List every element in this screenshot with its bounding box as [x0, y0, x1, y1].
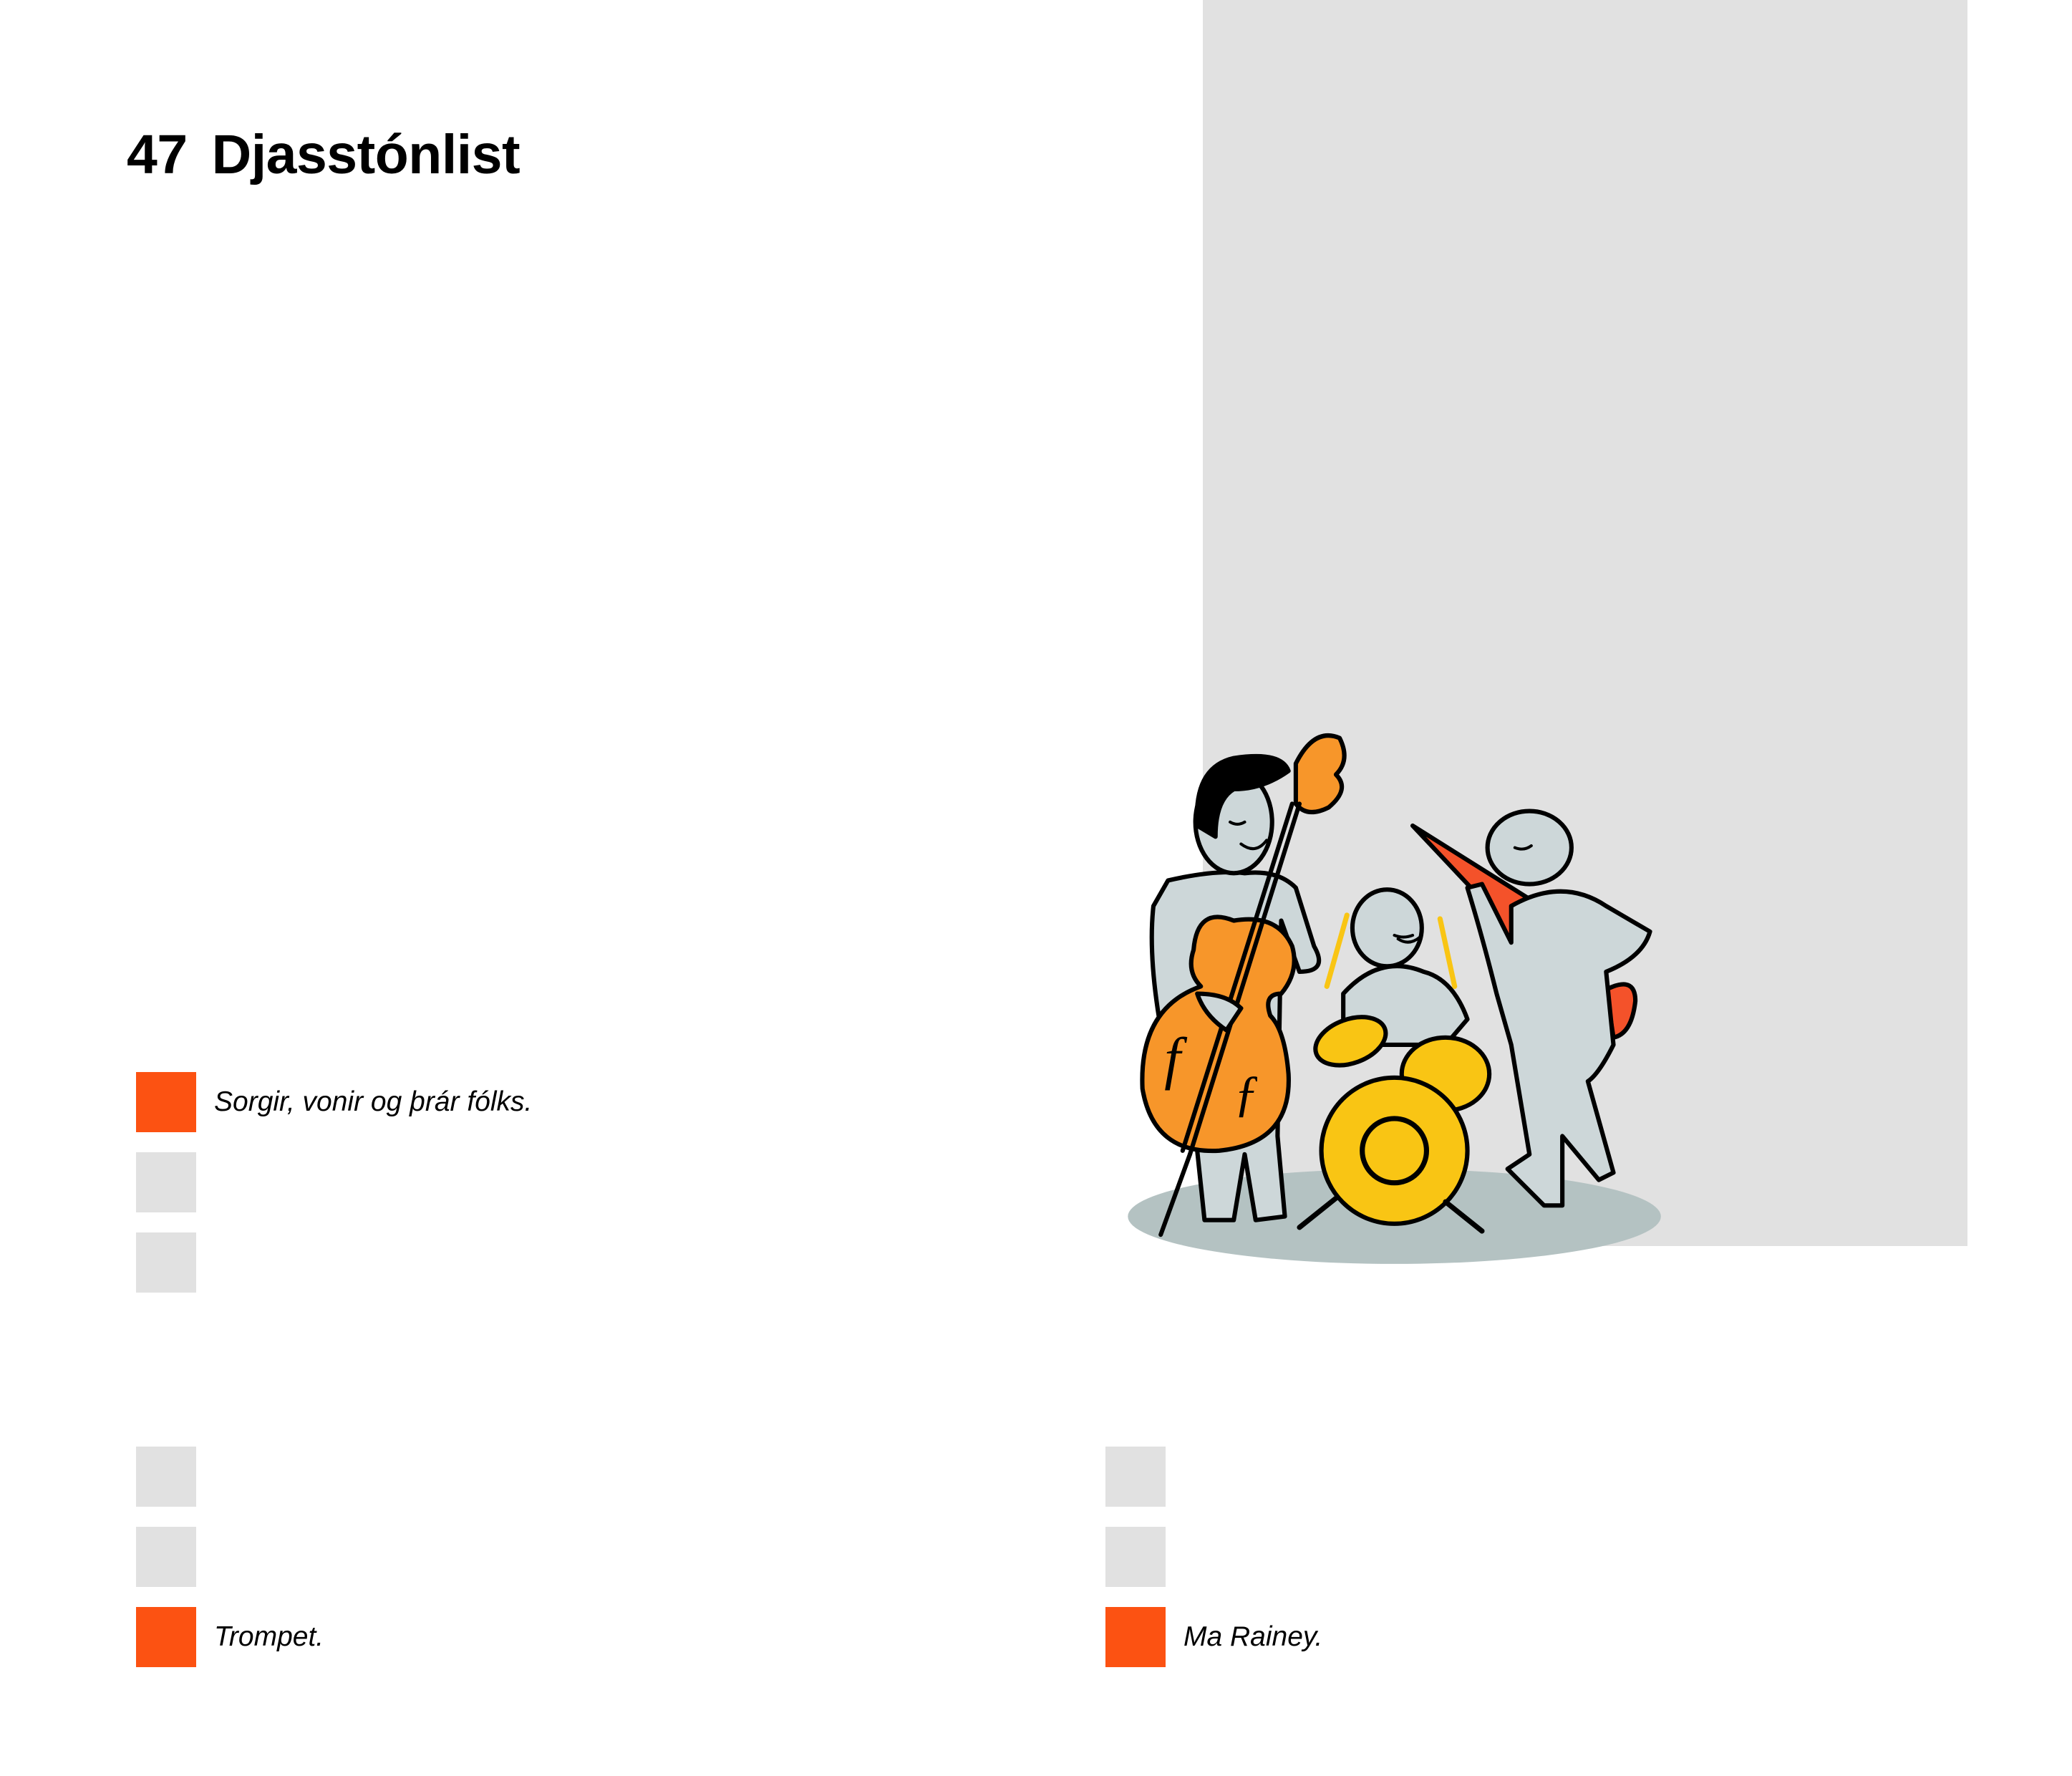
chapter-number: 47	[127, 124, 188, 185]
answer-text: Ma Rainey.	[1183, 1621, 1323, 1652]
answer-marker-empty[interactable]	[136, 1447, 196, 1507]
bassist-figure: f ƒ	[1140, 733, 1347, 1237]
cymbal	[1313, 1015, 1388, 1068]
answer-marker-selected[interactable]	[136, 1072, 196, 1132]
answer-text: Sorgir, vonir og þrár fólks.	[214, 1086, 533, 1117]
answer-marker-empty[interactable]	[1105, 1447, 1166, 1507]
guitarist-figure	[1410, 809, 1652, 1208]
answer-marker-empty[interactable]	[136, 1527, 196, 1587]
answer-marker-selected[interactable]	[1105, 1607, 1166, 1667]
jazz-trio-illustration: f ƒ	[1128, 733, 1661, 1264]
svg-text:ƒ: ƒ	[1234, 1066, 1259, 1122]
answer-text: Trompet.	[214, 1621, 324, 1652]
answer-marker-selected[interactable]	[136, 1607, 196, 1667]
answer-marker-empty[interactable]	[1105, 1527, 1166, 1587]
answer-marker-empty[interactable]	[136, 1152, 196, 1212]
page-title: 47 Djasstónlist	[127, 123, 521, 187]
chapter-title: Djasstónlist	[211, 124, 521, 185]
answer-marker-empty[interactable]	[136, 1232, 196, 1293]
drummer-figure	[1297, 887, 1492, 1234]
